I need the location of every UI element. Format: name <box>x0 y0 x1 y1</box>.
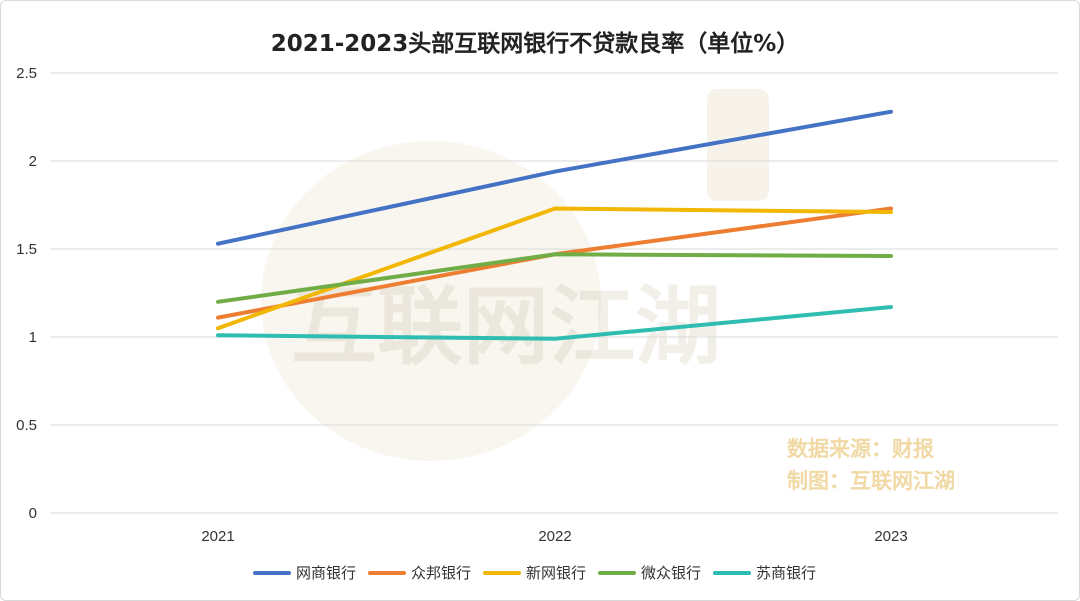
series-line-1 <box>216 109 893 246</box>
legend-item: 众邦银行 <box>368 564 471 582</box>
series-line-4 <box>216 252 893 304</box>
y-tick-label: 2 <box>29 153 37 170</box>
x-axis-ticks: 2021 2022 2023 <box>201 528 907 545</box>
x-tick-label: 2023 <box>874 528 907 545</box>
watermark-main-text: 互联网江湖 <box>291 276 721 377</box>
legend-item: 新网银行 <box>483 564 586 582</box>
legend-item: 网商银行 <box>253 564 356 582</box>
y-axis-ticks: 0 0.5 1 1.5 2 2.5 <box>16 65 37 522</box>
y-tick-label: 2.5 <box>16 65 37 82</box>
legend-item: 苏商银行 <box>713 564 816 582</box>
chart-title: 2021-2023头部互联网银行不贷款良率（单位%） <box>271 30 800 57</box>
y-tick-label: 0 <box>29 505 37 522</box>
watermark-source-line1: 数据来源：财报 <box>787 436 934 461</box>
x-tick-label: 2022 <box>538 528 571 545</box>
series-line-3 <box>216 206 893 331</box>
y-tick-label: 1 <box>29 329 37 346</box>
series-lines <box>216 109 893 341</box>
legend-item: 微众银行 <box>598 564 701 582</box>
series-line-5 <box>216 305 893 341</box>
legend: 网商银行 众邦银行 新网银行 微众银行 苏商银行 <box>253 564 816 582</box>
x-tick-label: 2021 <box>201 528 234 545</box>
legend-label: 网商银行 <box>296 564 356 582</box>
watermark-source-line2: 制图：互联网江湖 <box>787 468 955 493</box>
legend-label: 众邦银行 <box>411 564 471 582</box>
legend-label: 新网银行 <box>526 564 586 582</box>
y-tick-label: 0.5 <box>16 417 37 434</box>
legend-label: 微众银行 <box>641 564 701 582</box>
watermark-seal <box>707 89 769 201</box>
y-tick-label: 1.5 <box>16 241 37 258</box>
legend-label: 苏商银行 <box>756 564 816 582</box>
